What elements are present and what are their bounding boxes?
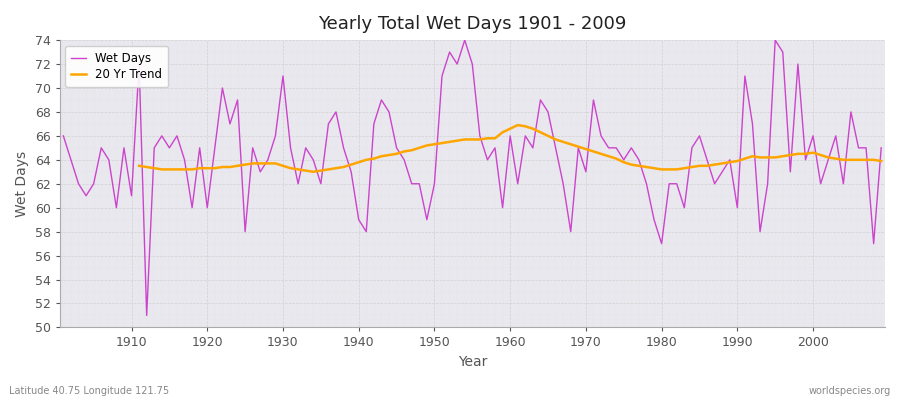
Wet Days [292, 181, 303, 186]
20 Yr Trend [520, 124, 531, 129]
Wet Days [876, 146, 886, 150]
Wet Days [58, 134, 68, 138]
Legend: Wet Days, 20 Yr Trend: Wet Days, 20 Yr Trend [66, 46, 168, 87]
Line: Wet Days: Wet Days [63, 40, 881, 316]
20 Yr Trend [732, 159, 742, 164]
Text: Latitude 40.75 Longitude 121.75: Latitude 40.75 Longitude 121.75 [9, 386, 169, 396]
Y-axis label: Wet Days: Wet Days [15, 151, 29, 217]
X-axis label: Year: Year [457, 355, 487, 369]
20 Yr Trend [134, 164, 145, 168]
20 Yr Trend [368, 156, 379, 161]
Wet Days [512, 181, 523, 186]
20 Yr Trend [512, 123, 523, 128]
Wet Days [459, 38, 470, 42]
Line: 20 Yr Trend: 20 Yr Trend [140, 125, 881, 172]
Wet Days [611, 146, 622, 150]
Title: Yearly Total Wet Days 1901 - 2009: Yearly Total Wet Days 1901 - 2009 [318, 15, 626, 33]
Text: worldspecies.org: worldspecies.org [809, 386, 891, 396]
Wet Days [119, 146, 130, 150]
20 Yr Trend [338, 165, 349, 170]
Wet Days [141, 313, 152, 318]
20 Yr Trend [543, 134, 553, 138]
Wet Days [338, 146, 349, 150]
Wet Days [520, 134, 531, 138]
20 Yr Trend [876, 159, 886, 164]
20 Yr Trend [315, 168, 326, 173]
20 Yr Trend [308, 169, 319, 174]
